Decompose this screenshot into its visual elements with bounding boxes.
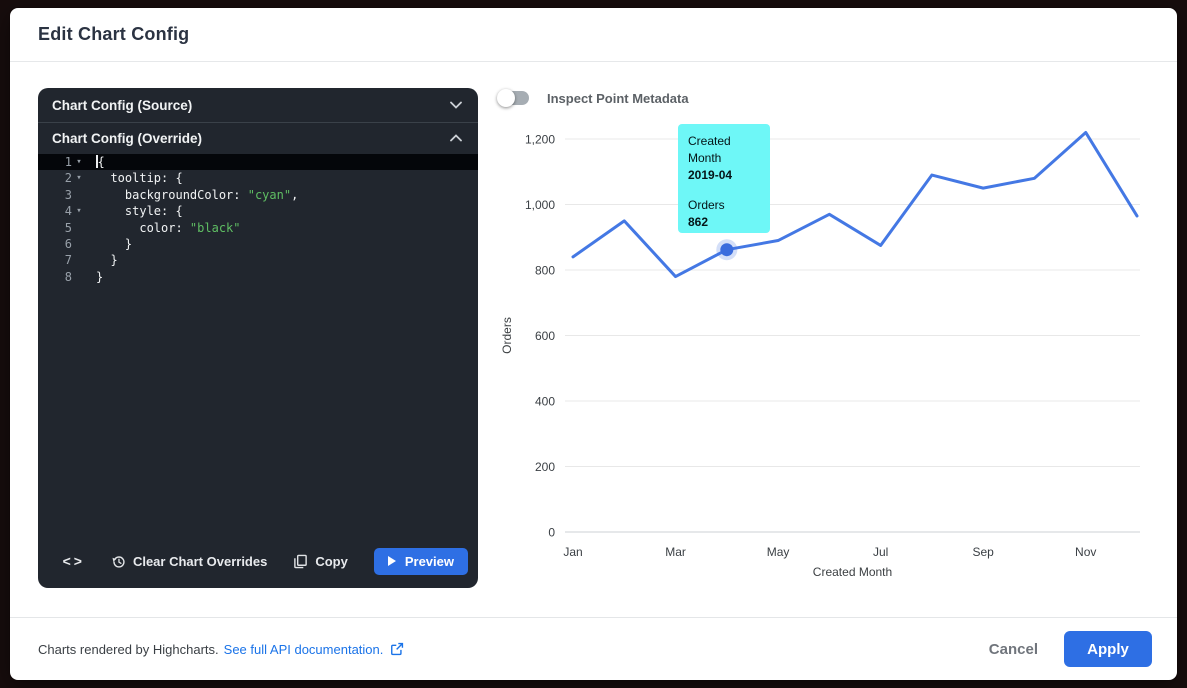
x-tick-label: Jan: [563, 545, 582, 559]
fold-arrow-icon[interactable]: ▾: [76, 206, 82, 217]
inspect-point-metadata-toggle[interactable]: [497, 88, 531, 108]
tooltip-measure-value: 862: [688, 215, 709, 229]
y-tick-label: 1,200: [525, 133, 555, 147]
override-section-header[interactable]: Chart Config (Override): [38, 123, 478, 153]
cancel-button[interactable]: Cancel: [988, 640, 1038, 658]
footer-actions: Cancel Apply: [989, 631, 1152, 667]
line-number: 5: [64, 220, 72, 235]
tooltip-measure-label: Orders: [688, 198, 725, 212]
chevron-up-icon[interactable]: [450, 134, 462, 142]
line-number: 3: [64, 187, 72, 202]
toggle-knob[interactable]: [497, 89, 515, 107]
code-line-1[interactable]: 1 ▾ {: [38, 154, 478, 171]
apply-button[interactable]: Apply: [1064, 631, 1152, 667]
code-text: }: [96, 253, 118, 268]
highlighted-point[interactable]: [720, 243, 734, 257]
dialog-header: Edit Chart Config: [10, 8, 1177, 62]
x-tick-label: Mar: [665, 545, 686, 559]
clear-overrides-label: Clear Chart Overrides: [132, 553, 268, 569]
x-tick-label: Nov: [1075, 545, 1096, 559]
y-tick-label: 600: [535, 329, 555, 343]
fold-spacer: [72, 220, 86, 236]
source-section-label: Chart Config (Source): [52, 97, 193, 113]
api-documentation-link[interactable]: See full API documentation.: [224, 642, 405, 657]
line-number: 7: [64, 253, 72, 268]
code-line-5[interactable]: 5 color: "black": [38, 220, 478, 236]
code-text: color: "black": [96, 220, 241, 235]
code-text: }: [96, 236, 133, 251]
code-brackets-icon: <>: [62, 553, 85, 569]
x-tick-label: Sep: [973, 545, 995, 559]
code-line-6[interactable]: 6 }: [38, 236, 478, 252]
y-axis-title: Orders: [500, 317, 514, 354]
highcharts-credit: Charts rendered by Highcharts. See full …: [38, 642, 404, 657]
edit-chart-config-dialog: Edit Chart Config Chart Config (Source) …: [10, 8, 1177, 680]
override-section-label: Chart Config (Override): [52, 130, 203, 146]
y-tick-label: 200: [535, 460, 555, 474]
tooltip-dimension-label: Created Month: [688, 134, 731, 165]
copy-icon: [294, 554, 308, 568]
preview-button[interactable]: Preview: [373, 547, 468, 575]
code-line-3[interactable]: 3 backgroundColor: "cyan",: [38, 187, 478, 203]
y-tick-label: 800: [535, 264, 555, 278]
line-number: 4: [64, 204, 72, 219]
orders-line-chart[interactable]: 0 200 400 600 800 1,000 1,200 Jan Mar May Jul Sep No…: [487, 112, 1155, 587]
fold-spacer: [72, 269, 86, 285]
code-line-8[interactable]: 8}: [38, 269, 478, 285]
chart-config-editor-panel: Chart Config (Source) Chart Config (Over…: [38, 88, 478, 588]
line-number: 2: [64, 171, 72, 186]
y-tick-label: 1,000: [525, 198, 555, 212]
line-series-orders[interactable]: [571, 130, 1139, 279]
inspect-metadata-row: Inspect Point Metadata: [497, 88, 689, 108]
code-editor[interactable]: 1 ▾{2 ▾ tooltip: {3 backgroundColor: "cyan…: [38, 153, 478, 540]
code-line-4[interactable]: 4 ▾ style: {: [38, 203, 478, 219]
code-text: tooltip: {: [96, 171, 183, 186]
code-line-2[interactable]: 2 ▾ tooltip: {: [38, 170, 478, 186]
copy-label: Copy: [315, 553, 348, 569]
chart-tooltip: Created Month 2019-04 Orders 862: [678, 124, 770, 233]
fold-spacer: [72, 236, 86, 252]
line-number: 8: [64, 269, 72, 284]
inspect-point-metadata-label: Inspect Point Metadata: [547, 90, 689, 106]
fold-spacer: [72, 252, 86, 268]
code-line-7[interactable]: 7 }: [38, 252, 478, 268]
y-tick-label: 400: [535, 395, 555, 409]
y-tick-label: 0: [548, 526, 555, 540]
fold-spacer: [72, 187, 86, 203]
play-icon: [387, 556, 396, 566]
page-title: Edit Chart Config: [38, 24, 190, 44]
copy-button[interactable]: Copy: [293, 554, 348, 569]
dialog-footer: Charts rendered by Highcharts. See full …: [10, 617, 1177, 680]
section-divider: [38, 122, 478, 123]
code-text: }: [96, 269, 104, 284]
history-icon: [112, 555, 125, 568]
fold-arrow-icon[interactable]: ▾: [76, 157, 82, 167]
code-text: style: {: [96, 204, 183, 219]
x-tick-label: May: [767, 545, 790, 559]
code-text: {: [96, 155, 105, 169]
fold-arrow-icon[interactable]: ▾: [76, 173, 82, 184]
external-link-icon: [391, 642, 404, 656]
doc-link-text: See full API documentation.: [223, 641, 384, 657]
code-text: backgroundColor: "cyan",: [96, 187, 299, 202]
text-cursor: [96, 155, 98, 168]
x-tick-label: Jul: [873, 545, 888, 559]
tooltip-dimension-value: 2019-04: [688, 168, 733, 182]
source-section-header[interactable]: Chart Config (Source): [38, 88, 478, 122]
line-number: 6: [64, 236, 72, 251]
x-axis-title: Created Month: [813, 565, 892, 579]
tooltip-spacer: [688, 184, 760, 197]
editor-toolbar: <> Clear Chart Overrides Copy Preview: [38, 540, 478, 588]
clear-chart-overrides-button[interactable]: Clear Chart Overrides: [111, 554, 267, 569]
chevron-down-icon[interactable]: [450, 101, 462, 109]
preview-label: Preview: [404, 553, 454, 569]
credit-text: Charts rendered by Highcharts.: [38, 641, 219, 657]
line-number: 1: [64, 155, 72, 169]
